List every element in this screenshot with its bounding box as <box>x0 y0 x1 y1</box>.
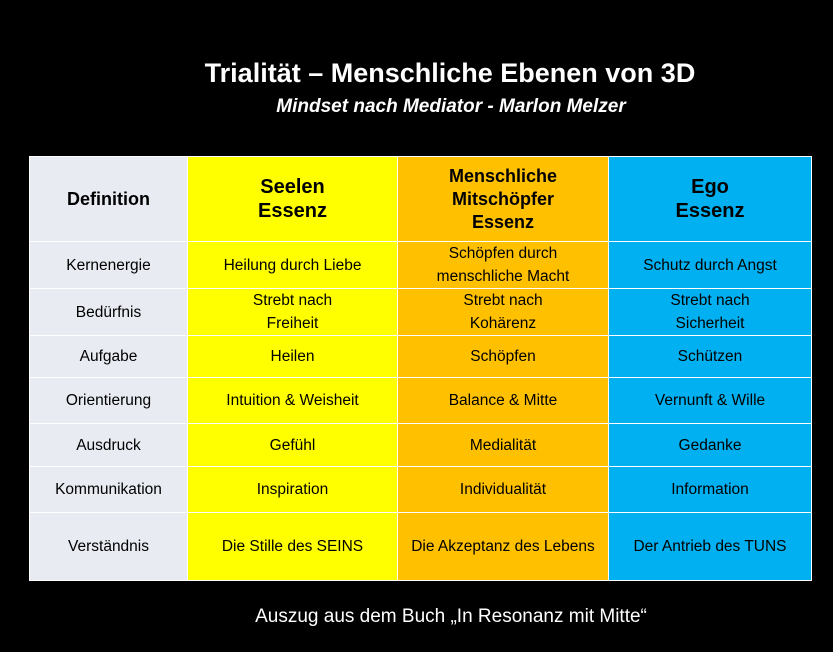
book-excerpt-note: Auszug aus dem Buch „In Resonanz mit Mit… <box>255 606 647 627</box>
table-row: Bedürfnis Strebt nach Freiheit Strebt na… <box>29 288 812 336</box>
table-row: Aufgabe Heilen Schöpfen Schützen <box>29 335 812 378</box>
cell-ego: Gedanke <box>608 423 812 467</box>
table-row: Ausdruck Gefühl Medialität Gedanke <box>29 423 812 467</box>
cell-ego: Strebt nach Sicherheit <box>608 288 812 336</box>
cell-ego: Der Antrieb des TUNS <box>608 512 812 581</box>
cell-ego: Schützen <box>608 335 812 378</box>
table-row: Orientierung Intuition & Weisheit Balanc… <box>29 377 812 424</box>
row-label: Ausdruck <box>29 423 188 467</box>
cell-seelen: Heilung durch Liebe <box>187 241 398 289</box>
row-label: Kernenergie <box>29 241 188 289</box>
row-label: Aufgabe <box>29 335 188 378</box>
cell-seelen: Inspiration <box>187 466 398 513</box>
row-label: Bedürfnis <box>29 288 188 336</box>
row-label: Verständnis <box>29 512 188 581</box>
triality-table: Definition Seelen Essenz Menschliche Mit… <box>29 156 812 581</box>
cell-seelen: Strebt nach Freiheit <box>187 288 398 336</box>
row-label: Kommunikation <box>29 466 188 513</box>
cell-seelen: Die Stille des SEINS <box>187 512 398 581</box>
header-menschliche-essenz: Menschliche Mitschöpfer Essenz <box>397 156 609 242</box>
table-row: Verständnis Die Stille des SEINS Die Akz… <box>29 512 812 581</box>
cell-seelen: Heilen <box>187 335 398 378</box>
table-row: Kommunikation Inspiration Individualität… <box>29 466 812 513</box>
header-definition: Definition <box>29 156 188 242</box>
cell-ego: Schutz durch Angst <box>608 241 812 289</box>
cell-menschliche: Medialität <box>397 423 609 467</box>
cell-ego: Information <box>608 466 812 513</box>
table-row: Kernenergie Heilung durch Liebe Schöpfen… <box>29 241 812 289</box>
page-title: Trialität – Menschliche Ebenen von 3D <box>204 58 696 88</box>
cell-seelen: Intuition & Weisheit <box>187 377 398 424</box>
cell-menschliche: Strebt nach Kohärenz <box>397 288 609 336</box>
row-label: Orientierung <box>29 377 188 424</box>
page-subtitle: Mindset nach Mediator - Marlon Melzer <box>276 96 626 117</box>
header-ego-essenz: Ego Essenz <box>608 156 812 242</box>
header-seelen-essenz: Seelen Essenz <box>187 156 398 242</box>
cell-menschliche: Die Akzeptanz des Lebens <box>397 512 609 581</box>
cell-menschliche: Individualität <box>397 466 609 513</box>
cell-menschliche: Schöpfen durch menschliche Macht <box>397 241 609 289</box>
cell-seelen: Gefühl <box>187 423 398 467</box>
cell-menschliche: Schöpfen <box>397 335 609 378</box>
cell-ego: Vernunft & Wille <box>608 377 812 424</box>
table-header-row: Definition Seelen Essenz Menschliche Mit… <box>29 156 812 242</box>
cell-menschliche: Balance & Mitte <box>397 377 609 424</box>
